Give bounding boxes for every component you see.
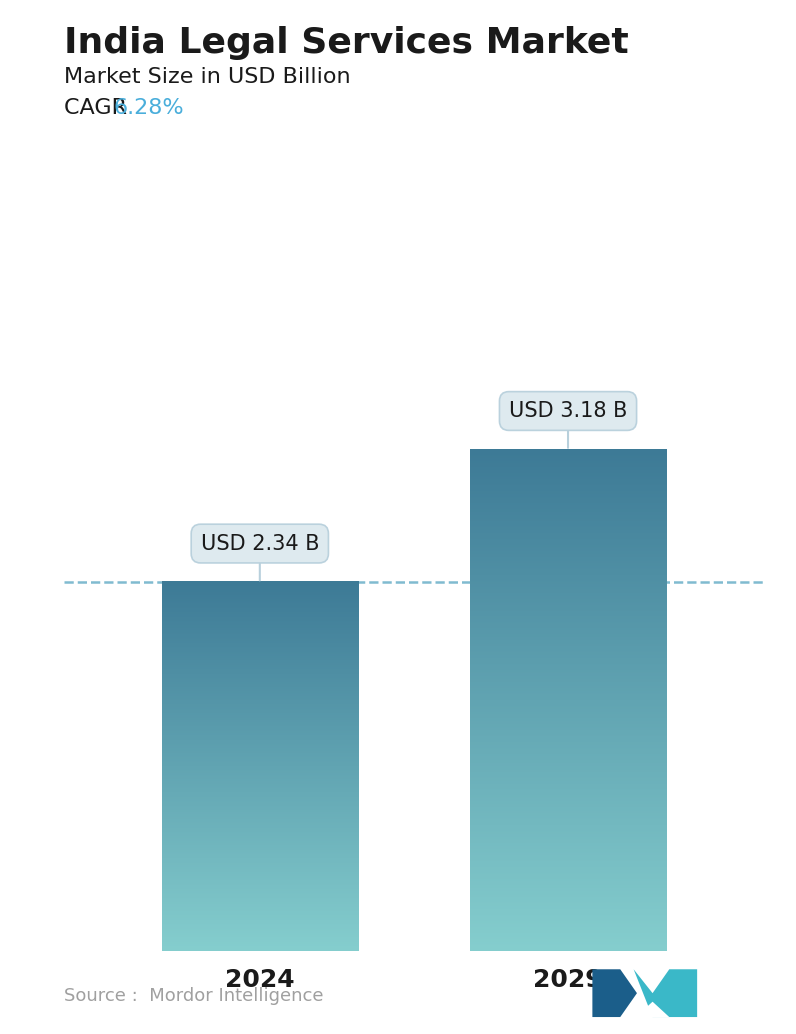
Text: India Legal Services Market: India Legal Services Market [64, 26, 628, 60]
Text: CAGR: CAGR [64, 98, 134, 118]
Polygon shape [636, 1002, 669, 1017]
Text: Source :  Mordor Intelligence: Source : Mordor Intelligence [64, 987, 323, 1005]
Polygon shape [592, 969, 637, 1017]
Text: USD 3.18 B: USD 3.18 B [509, 401, 627, 448]
Text: Market Size in USD Billion: Market Size in USD Billion [64, 67, 350, 87]
Text: USD 2.34 B: USD 2.34 B [201, 534, 319, 580]
Text: 6.28%: 6.28% [113, 98, 184, 118]
Polygon shape [634, 969, 697, 1017]
